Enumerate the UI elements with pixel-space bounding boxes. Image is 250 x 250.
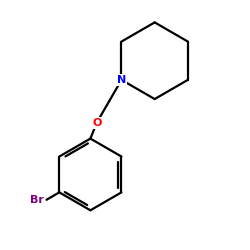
Text: N: N: [117, 75, 126, 85]
Text: Br: Br: [30, 195, 44, 205]
Text: O: O: [92, 118, 102, 128]
